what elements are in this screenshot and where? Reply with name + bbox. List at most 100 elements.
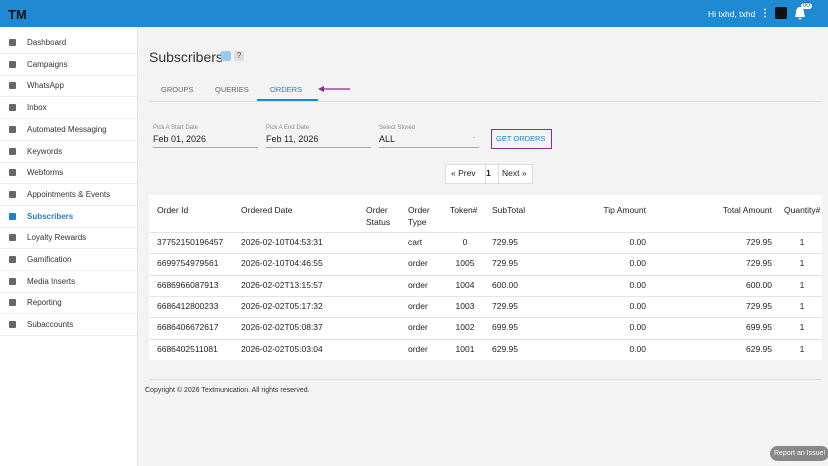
table-cell: 0.00 xyxy=(629,258,646,269)
page-title: Subscribers xyxy=(149,49,223,65)
filter-underline xyxy=(266,147,371,148)
sidebar-label: Reporting xyxy=(27,298,62,308)
filter-label: Pick A End Date xyxy=(266,125,310,131)
table-header: Order Type xyxy=(408,205,430,227)
row-divider xyxy=(149,295,822,297)
row-divider xyxy=(149,253,822,255)
table-cell: 1 xyxy=(799,279,805,290)
notification-badge: 00 xyxy=(801,3,812,9)
sidebar-item[interactable]: Webforms xyxy=(0,162,137,185)
table-cell: 2026-02-10T04:46:55 xyxy=(241,258,323,269)
pagination-prev[interactable]: « Prev xyxy=(451,168,476,178)
menu-dots[interactable]: ⋮ xyxy=(760,8,770,19)
pagination-next[interactable]: Next » xyxy=(502,168,527,178)
table-cell: 6686402511081 xyxy=(157,343,218,354)
table-cell: 6699754979561 xyxy=(157,258,219,269)
table-cell: 0.00 xyxy=(629,343,646,354)
table-cell: 6686966087913 xyxy=(157,279,219,290)
get-orders-button[interactable]: GET ORDERS xyxy=(496,134,546,143)
table-cell: 2026-02-02T05:03:04 xyxy=(241,343,323,354)
pagination-divider xyxy=(485,165,486,183)
sidebar-item[interactable]: Subscribers xyxy=(0,206,137,228)
sidebar-label: Dashboard xyxy=(27,38,67,47)
logo[interactable]: TM xyxy=(8,7,27,22)
table-cell: 0.00 xyxy=(629,300,646,311)
table-cell: 2026-02-02T05:08:37 xyxy=(241,322,323,333)
report-issue-button[interactable]: Report an Issue! xyxy=(770,446,828,461)
filter-value[interactable]: Feb 01, 2026 xyxy=(153,134,207,144)
sidebar-label: Automated Messaging xyxy=(27,124,107,134)
table-header: Order Id xyxy=(157,205,189,215)
table-cell: 2026-02-10T04:53:31 xyxy=(241,237,323,247)
sidebar-icon xyxy=(9,321,16,329)
table-cell: 2026-02-02T05:17:32 xyxy=(241,300,323,311)
table-cell: 600.00 xyxy=(746,279,772,290)
sidebar-label: WhatsApp xyxy=(27,81,64,91)
sidebar-icon xyxy=(9,277,16,285)
sidebar-item[interactable]: Reporting xyxy=(0,292,137,315)
table-cell: 1005 xyxy=(455,258,475,269)
tab[interactable]: GROUPS xyxy=(161,85,194,94)
table-cell: 1 xyxy=(799,237,805,247)
bell-icon[interactable] xyxy=(793,6,807,21)
footer-divider xyxy=(149,379,822,380)
table-cell: 0.00 xyxy=(629,279,646,290)
table-cell: 0.00 xyxy=(629,322,646,333)
sidebar-item[interactable]: Campaigns xyxy=(0,54,137,76)
filter-value[interactable]: ALL xyxy=(379,134,396,144)
sidebar-icon xyxy=(9,147,16,155)
table-cell: 1003 xyxy=(455,300,475,311)
sidebar-icon xyxy=(9,125,16,133)
table-cell: 1004 xyxy=(455,279,475,290)
sidebar-item[interactable]: Keywords xyxy=(0,141,137,163)
table-cell: 699.95 xyxy=(746,322,772,333)
help-icon[interactable]: ? xyxy=(234,51,244,61)
table-cell: 729.95 xyxy=(492,237,518,247)
sidebar-icon xyxy=(9,60,16,68)
table-cell: 1 xyxy=(799,343,805,354)
tab[interactable]: QUERIES xyxy=(215,85,249,94)
info-icon[interactable] xyxy=(221,51,231,61)
table-header: Ordered Date xyxy=(241,205,293,215)
sidebar-item[interactable]: Gamification xyxy=(0,249,137,271)
table-cell: 6686412800233 xyxy=(157,300,219,311)
top-bar: TM Hi txhd, txhd ⋮ 00 xyxy=(0,0,828,27)
sidebar-label: Keywords xyxy=(27,146,63,156)
sidebar-item[interactable]: Automated Messaging xyxy=(0,119,137,141)
table-cell: cart xyxy=(408,237,423,247)
table-header: Total Amount xyxy=(722,205,772,215)
row-divider xyxy=(149,317,822,319)
pagination xyxy=(445,164,533,184)
table-header: Tip Amount xyxy=(603,205,646,215)
row-divider xyxy=(149,232,822,233)
button-highlight xyxy=(491,129,552,149)
table-header: SubTotal xyxy=(492,205,526,215)
user-name[interactable]: Hi txhd, txhd xyxy=(708,9,756,19)
pagination-divider xyxy=(498,165,499,183)
sidebar-item[interactable]: Media Inserts xyxy=(0,271,137,293)
pagination-page[interactable]: 1 xyxy=(486,168,491,178)
sidebar-item[interactable]: Dashboard xyxy=(0,32,137,54)
tab-active-indicator xyxy=(257,99,318,101)
table-cell: order xyxy=(408,322,428,333)
sidebar-item[interactable]: WhatsApp xyxy=(0,75,137,98)
table-cell: 37752150196457 xyxy=(157,237,224,247)
app-icon[interactable] xyxy=(775,7,787,19)
sidebar-icon xyxy=(9,82,16,90)
table-cell: 600.00 xyxy=(492,279,518,290)
filter-value[interactable]: Feb 11, 2026 xyxy=(266,134,319,144)
sidebar-icon xyxy=(9,190,16,198)
sidebar-icon xyxy=(9,234,16,242)
sidebar-item[interactable]: Loyalty Rewards xyxy=(0,227,137,250)
row-divider xyxy=(149,338,822,340)
sidebar-item[interactable]: Appointments & Events xyxy=(0,184,137,206)
table-cell: 729.95 xyxy=(492,258,518,269)
table-cell: 699.95 xyxy=(492,322,518,333)
sidebar-item[interactable]: Subaccounts xyxy=(0,314,137,337)
tab[interactable]: ORDERS xyxy=(270,85,303,94)
sidebar-label: Media Inserts xyxy=(27,276,76,286)
table-cell: 1 xyxy=(799,300,805,311)
sidebar-item[interactable]: Inbox xyxy=(0,97,137,120)
filter-label: Pick A Start Date xyxy=(153,125,199,131)
table-cell: 1 xyxy=(799,258,805,269)
